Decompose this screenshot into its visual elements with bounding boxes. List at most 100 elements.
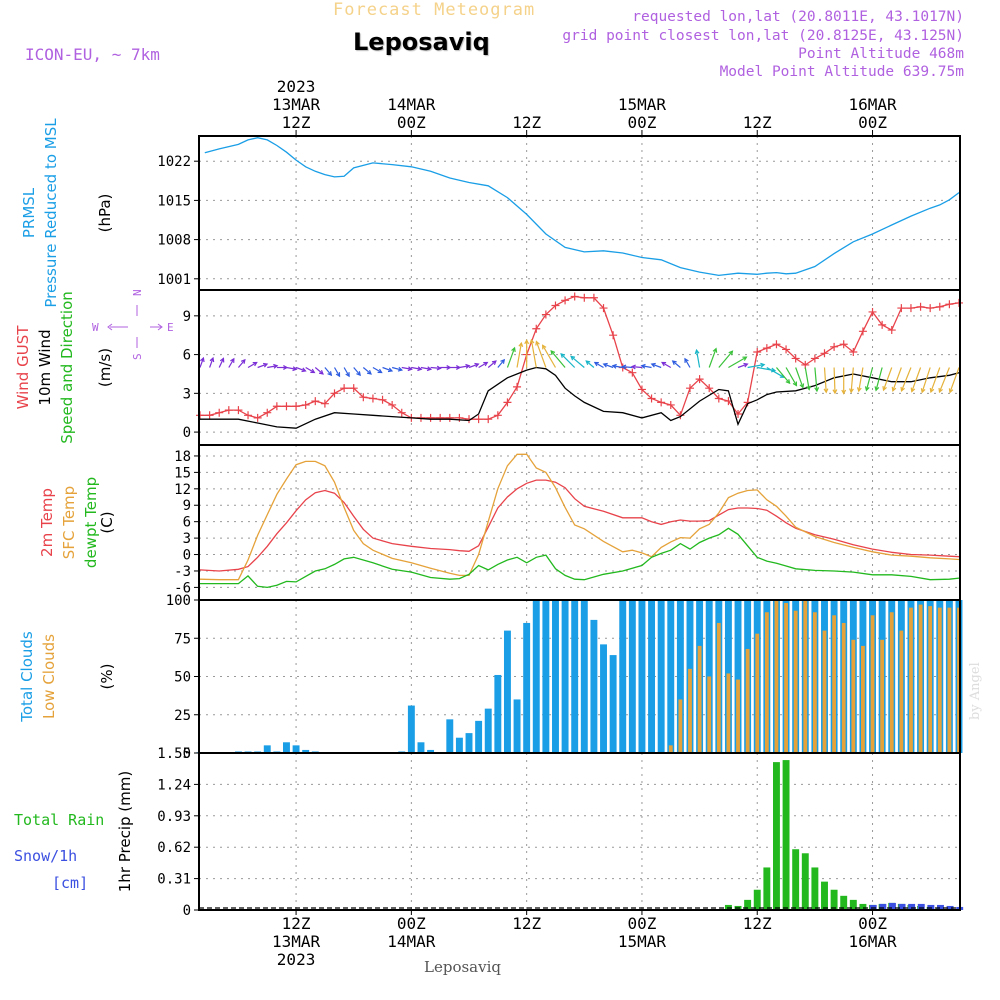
wind-arrow-31: [497, 359, 505, 368]
side-label-0-1: Pressure Reduced to MSL: [42, 118, 60, 308]
panel-frame-4: [198, 752, 961, 911]
side-label-1-1: 10m Wind: [36, 329, 54, 405]
gust-marker-66: [830, 342, 839, 351]
gust-marker-14: [330, 389, 339, 398]
gust-marker-17: [359, 393, 368, 402]
compass-west: W: [92, 321, 99, 334]
bar-3-1-78: [947, 607, 952, 753]
gust-marker-40: [580, 293, 589, 302]
wind-arrow-69: [858, 367, 864, 392]
bar-3-0-34: [523, 622, 531, 753]
bottom-time-label-3-0: 00Z: [627, 914, 656, 933]
bar-3-1-77: [937, 607, 942, 753]
wind-arrow-2: [218, 358, 224, 368]
wind-arrow-head-39: [560, 353, 566, 358]
gust-marker-35: [532, 324, 541, 333]
wind-arrow-head-79: [948, 388, 954, 394]
requested-coordinates: requested lon,lat (20.8011E, 43.1017N): [632, 9, 964, 25]
gust-marker-42: [599, 304, 608, 313]
credit-watermark: by Angel: [968, 662, 983, 720]
ytick-label-4-0: 0: [183, 903, 191, 919]
wind-arrow-16: [353, 367, 361, 376]
gust-marker-4: [234, 406, 243, 415]
wind-arrow-44: [612, 365, 623, 369]
bar-3-0-22: [407, 705, 415, 753]
ytick-label-2-7: 15: [174, 465, 191, 481]
bar-3-0-39: [571, 600, 579, 753]
wind-arrow-head-66: [832, 389, 838, 395]
wind-arrow-head-23: [426, 366, 433, 372]
wind-arrow-76: [921, 367, 931, 393]
gust-marker-12: [311, 397, 320, 406]
bar-3-0-24: [427, 749, 435, 753]
wind-arrow-head-64: [814, 387, 820, 393]
wind-arrow-head-14: [335, 372, 341, 378]
bar-3-1-60: [774, 600, 779, 753]
ytick-label-2-6: 12: [174, 482, 191, 498]
wind-arrow-head-29: [483, 361, 489, 367]
compass-east: E: [167, 321, 174, 334]
wind-arrow-13: [324, 367, 332, 376]
gust-marker-3: [224, 406, 233, 415]
wind-arrow-20: [391, 366, 402, 371]
wind-arrow-30: [487, 360, 497, 368]
chart-title: Forecast Meteogram: [333, 0, 536, 20]
wind-arrow-head-74: [900, 386, 905, 393]
wind-arrow-56: [737, 363, 748, 369]
bar-3-0-33: [513, 699, 521, 753]
bar-3-1-53: [707, 676, 712, 753]
ytick-label-4-4: 1.24: [157, 777, 191, 793]
wind-arrow-15: [343, 367, 350, 377]
bar-3-0-36: [542, 600, 550, 753]
wind-arrow-head-51: [684, 357, 689, 363]
bar-3-0-26: [446, 719, 454, 753]
wind-arrow-54: [718, 350, 733, 368]
bar-4-1-19: [908, 903, 916, 910]
ytick-label-3-0: 0: [183, 746, 191, 762]
ytick-label-2-2: 0: [183, 548, 191, 564]
gust-marker-71: [878, 320, 887, 329]
gust-marker-18: [368, 394, 377, 403]
wind-arrow-head-17: [366, 369, 372, 375]
wind-arrow-62: [795, 367, 804, 388]
top-time-label-1-1: 00Z: [397, 113, 426, 132]
bar-4-1-18: [898, 903, 906, 910]
wind-arrow-38: [550, 350, 566, 368]
gust-marker-70: [868, 307, 877, 316]
wind-arrow-19: [382, 366, 393, 372]
bar-4-0-7: [792, 849, 800, 910]
top-time-label-1-0: 14MAR: [387, 95, 436, 114]
ytick-label-1-1: 3: [183, 386, 191, 402]
wind-arrow-head-11: [310, 368, 316, 374]
gust-marker-51: [685, 384, 694, 393]
gust-marker-24: [426, 413, 435, 422]
ytick-label-2-3: 3: [183, 531, 191, 547]
wind-arrow-head-4: [240, 358, 246, 364]
top-time-label-2-0: 12Z: [512, 113, 541, 132]
panel-frame-0: [198, 135, 961, 291]
bar-3-0-30: [484, 708, 492, 753]
gust-marker-43: [609, 331, 618, 340]
wind-arrow-5: [247, 361, 257, 369]
wind-arrow-79: [949, 367, 960, 393]
wind-arrow-65: [823, 367, 827, 393]
bar-4-0-3: [753, 889, 761, 910]
y-unit-label-3: (%): [98, 664, 116, 690]
bar-3-0-10: [292, 745, 300, 753]
gust-marker-68: [849, 348, 858, 356]
gust-marker-59: [762, 344, 771, 353]
bar-3-0-41: [590, 619, 598, 753]
gust-marker-49: [666, 400, 675, 409]
gust-marker-16: [349, 384, 358, 393]
side-label-0-0: PRMSL: [20, 187, 38, 238]
bar-3-1-72: [889, 612, 894, 753]
bar-3-1-76: [928, 606, 933, 753]
wind-arrow-head-41: [585, 360, 591, 366]
wind-arrow-head-27: [465, 363, 471, 369]
bar-3-0-31: [494, 674, 502, 753]
wind-arrow-head-22: [417, 366, 423, 372]
wind-arrow-49: [661, 361, 672, 369]
wind-arrow-head-67: [841, 389, 847, 395]
gust-marker-13: [320, 399, 329, 408]
